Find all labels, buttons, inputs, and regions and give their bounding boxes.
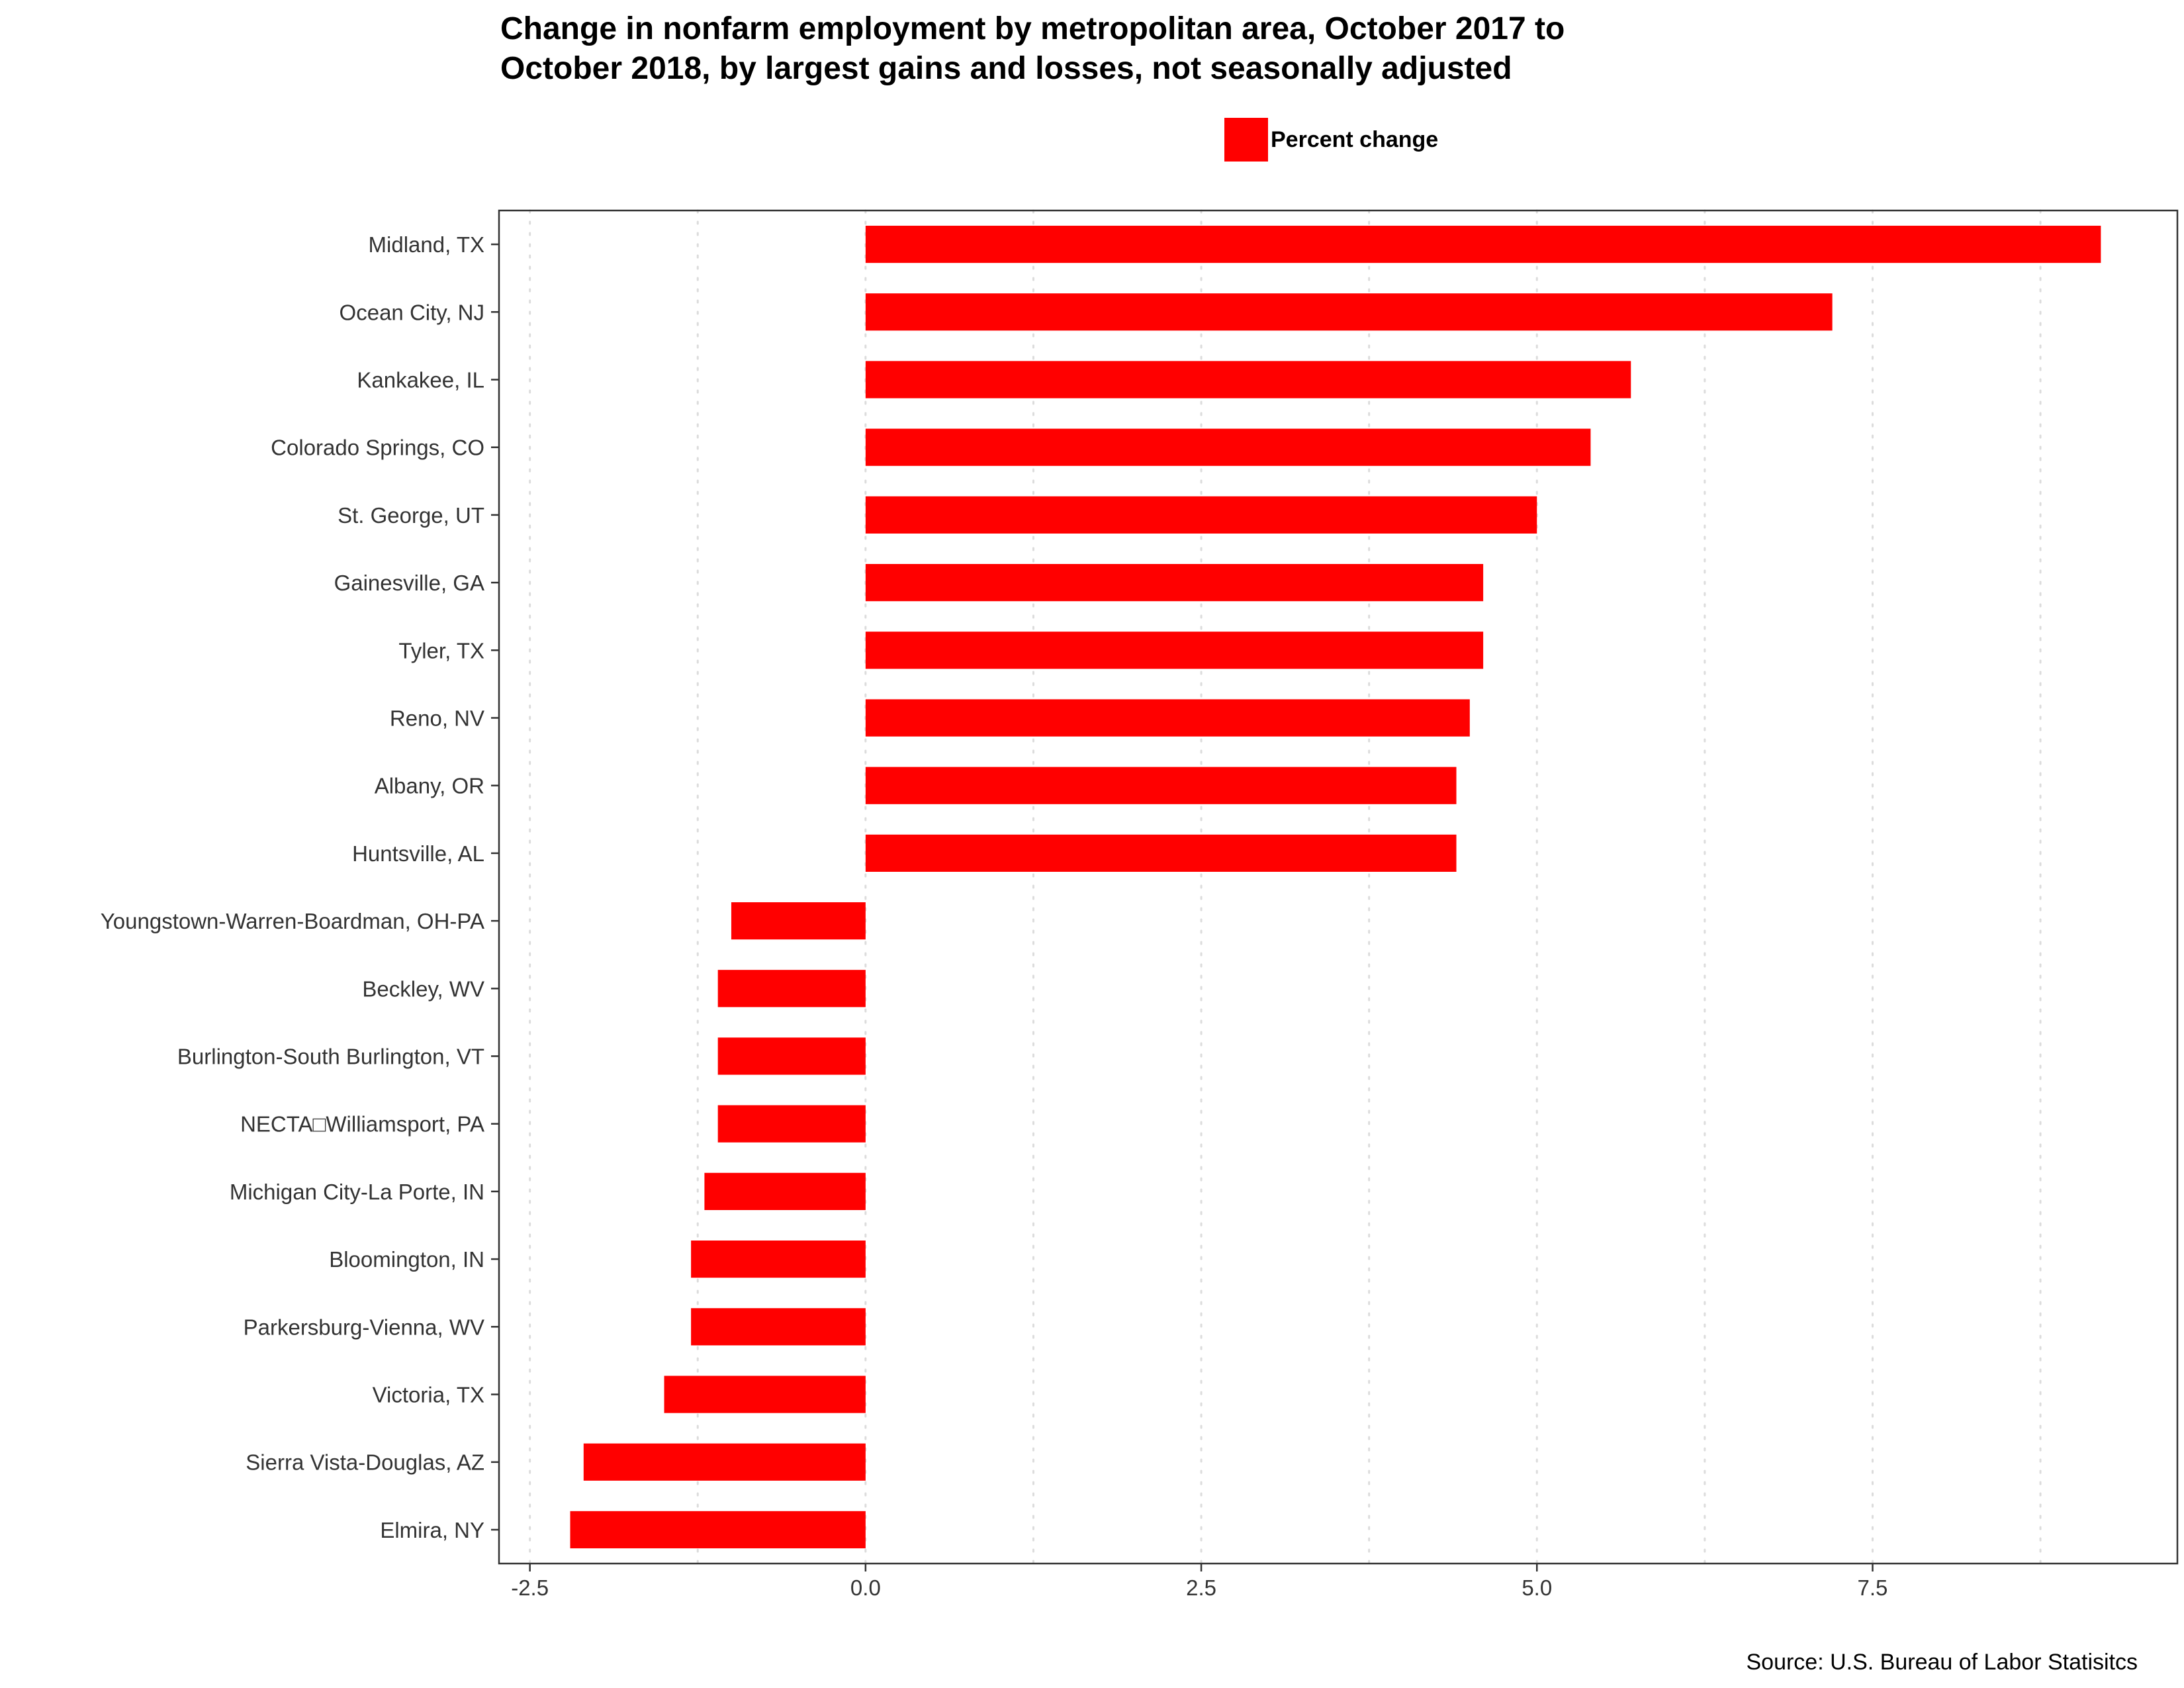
bar [664, 1376, 866, 1413]
y-tick-label: Beckley, WV [362, 976, 484, 1001]
legend: Percent change [1224, 118, 1438, 162]
bar [691, 1308, 866, 1346]
chart-title-line-1: Change in nonfarm employment by metropol… [500, 11, 1565, 46]
source-note: Source: U.S. Bureau of Labor Statisitcs [1746, 1650, 2138, 1675]
legend-label: Percent change [1271, 126, 1439, 152]
x-tick-label: 5.0 [1522, 1575, 1552, 1600]
bar [691, 1240, 866, 1278]
y-tick-label: Colorado Springs, CO [271, 436, 484, 460]
y-tick-label: Kankakee, IL [357, 368, 484, 393]
bar [865, 563, 1484, 602]
y-tick-label: Victoria, TX [373, 1383, 484, 1407]
y-tick-label: Tyler, TX [398, 638, 484, 663]
bar [717, 970, 866, 1008]
legend-color-swatch [1224, 118, 1268, 162]
gridlines [529, 209, 2042, 1565]
y-tick-label: Burlington-South Burlington, VT [177, 1045, 484, 1069]
y-tick-label: Huntsville, AL [352, 841, 484, 866]
y-tick-label: Elmira, NY [380, 1518, 484, 1542]
y-tick-label: Reno, NV [390, 706, 484, 731]
x-tick-label: 0.0 [850, 1575, 881, 1600]
bar [717, 1105, 866, 1143]
axes: Midland, TX Ocean City, NJ Kankakee, IL Col… [101, 232, 1888, 1600]
y-tick-label: Youngstown-Warren-Boardman, OH-PA [101, 909, 484, 933]
y-tick-label: Parkersburg-Vienna, WV [244, 1315, 484, 1339]
bar [865, 834, 1457, 872]
y-tick-label: Midland, TX [369, 232, 484, 257]
y-tick-label: Albany, OR [375, 774, 484, 798]
x-tick-label: 7.5 [1858, 1575, 1888, 1600]
y-tick-label: Gainesville, GA [334, 571, 484, 595]
bars [570, 225, 2101, 1549]
bar [865, 361, 1631, 399]
bar [865, 767, 1457, 804]
bar [865, 632, 1484, 669]
y-tick-label: Bloomington, IN [329, 1247, 484, 1272]
x-tick-label: 2.5 [1186, 1575, 1216, 1600]
bar [865, 225, 2101, 263]
bar [865, 293, 1833, 331]
chart-title-line-2: October 2018, by largest gains and losse… [500, 51, 1512, 86]
y-tick-label: Ocean City, NJ [340, 300, 484, 324]
chart-title: Change in nonfarm employment by metropol… [500, 9, 2089, 89]
y-tick-label: Sierra Vista-Douglas, AZ [246, 1450, 484, 1475]
y-tick-label: St. George, UT [338, 503, 484, 528]
y-tick-label: Michigan City-La Porte, IN [230, 1180, 484, 1204]
bar [570, 1511, 866, 1549]
bar [717, 1037, 866, 1075]
bar [731, 902, 866, 940]
bar [704, 1172, 866, 1211]
x-tick-label: -2.5 [511, 1575, 549, 1600]
plot-area-border [498, 209, 2179, 1565]
bar [583, 1443, 866, 1481]
bar [865, 699, 1470, 737]
bar [865, 428, 1591, 466]
y-tick-label: NECTA□Williamsport, PA [240, 1112, 484, 1137]
bar [865, 496, 1537, 534]
